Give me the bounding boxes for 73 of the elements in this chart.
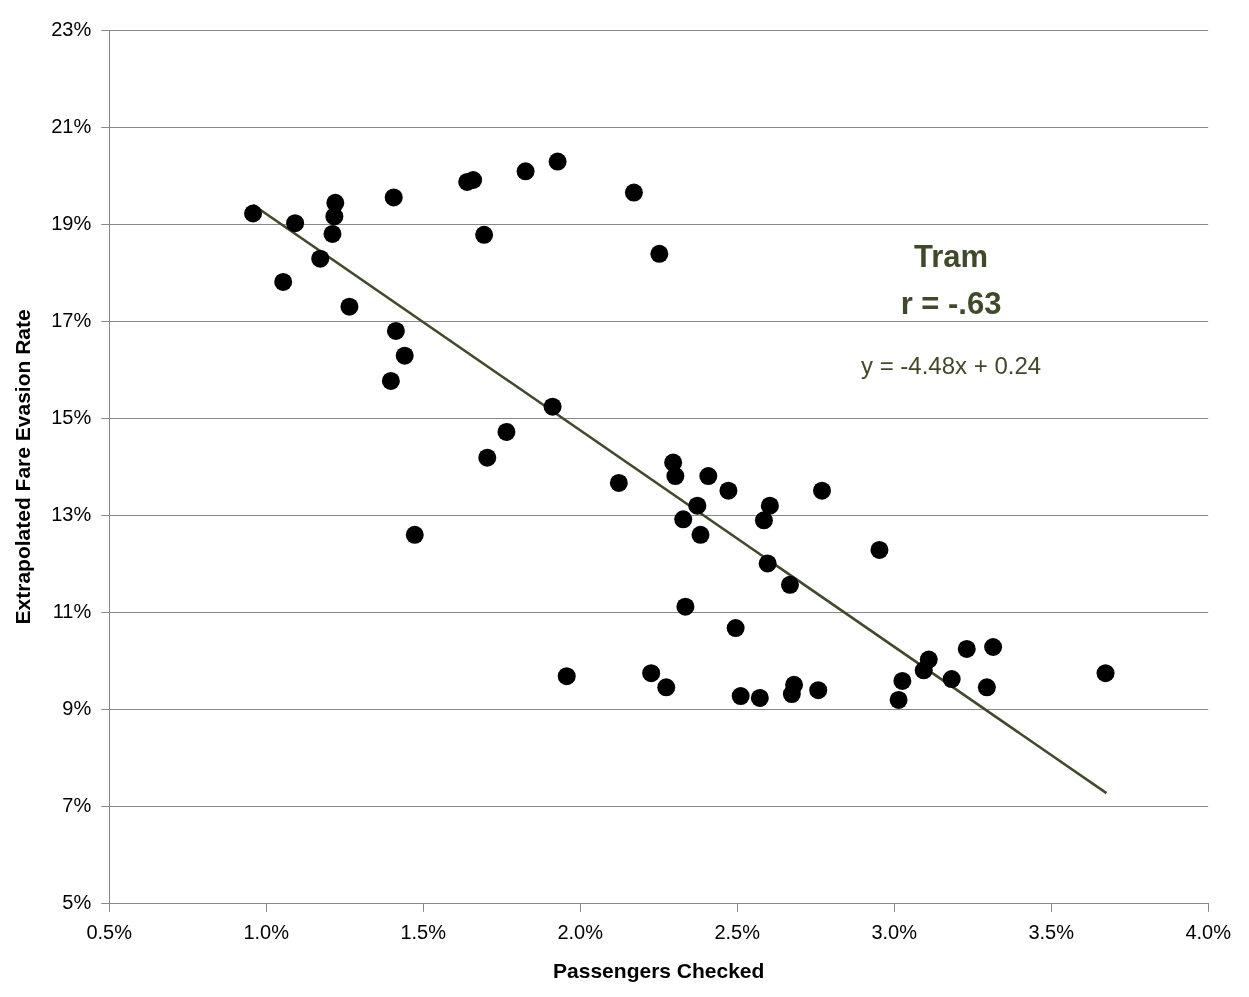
point (809, 681, 828, 700)
point (957, 639, 976, 658)
point (688, 496, 707, 515)
point (726, 619, 745, 638)
point (760, 496, 779, 515)
point (1096, 664, 1115, 683)
point (942, 670, 961, 689)
point (384, 188, 403, 207)
y-tick-label: 5% (62, 891, 92, 914)
point (497, 422, 516, 441)
x-tick-label: 3.0% (871, 921, 918, 944)
point (475, 225, 494, 244)
point (750, 688, 769, 707)
point (478, 448, 497, 467)
point (609, 473, 628, 492)
point (870, 540, 889, 559)
x-tick-label: 1.0% (243, 921, 290, 944)
x-tick-label: 3.5% (1028, 921, 1075, 944)
y-tick-label: 13% (51, 502, 92, 525)
point (676, 597, 695, 616)
y-tick-label: 17% (51, 308, 92, 331)
point (666, 467, 685, 486)
point (977, 678, 996, 697)
x-tick-label: 1.5% (400, 921, 447, 944)
x-tick-label: 0.5% (86, 921, 133, 944)
point (893, 671, 912, 690)
point (624, 183, 643, 202)
point (657, 678, 676, 697)
point (516, 162, 535, 181)
point (311, 249, 330, 268)
point (754, 511, 773, 530)
point (674, 510, 693, 529)
point (405, 525, 424, 544)
point (386, 321, 405, 340)
point (699, 467, 718, 486)
y-axis-title: Extrapolated Fare Evasion Rate (11, 309, 35, 625)
point (758, 554, 777, 573)
y-tick-label: 21% (51, 114, 92, 137)
point (889, 690, 908, 709)
x-tick-label: 4.0% (1185, 921, 1232, 944)
point (813, 481, 831, 500)
point (691, 525, 710, 544)
point (642, 664, 661, 683)
annotation: Tram (913, 238, 989, 274)
point (323, 224, 342, 243)
y-tick-label: 9% (62, 697, 92, 720)
point (395, 346, 414, 365)
y-tick-label: 11% (52, 600, 92, 623)
y-tick-label: 23% (51, 17, 92, 40)
point (719, 481, 738, 500)
point (326, 193, 345, 212)
x-tick-label: 2.5% (714, 921, 761, 944)
point (286, 214, 305, 233)
point (785, 675, 804, 694)
annotation: y = -4.48x + 0.24 (860, 351, 1042, 379)
annotation: r = -.63 (900, 285, 1002, 321)
y-tick-label: 19% (51, 211, 92, 234)
point (381, 371, 400, 390)
point (919, 650, 938, 669)
point (340, 297, 359, 316)
point (984, 638, 1003, 656)
x-tick-label: 2.0% (557, 921, 604, 944)
point (650, 244, 669, 263)
point (548, 152, 567, 171)
y-tick-label: 15% (51, 405, 92, 428)
point (780, 575, 799, 594)
point (274, 272, 293, 291)
y-tick-label: 7% (62, 794, 92, 817)
point (731, 687, 750, 706)
x-axis-title: Passengers Checked (553, 959, 765, 983)
point (557, 667, 576, 686)
point (244, 204, 263, 223)
point (543, 397, 562, 416)
